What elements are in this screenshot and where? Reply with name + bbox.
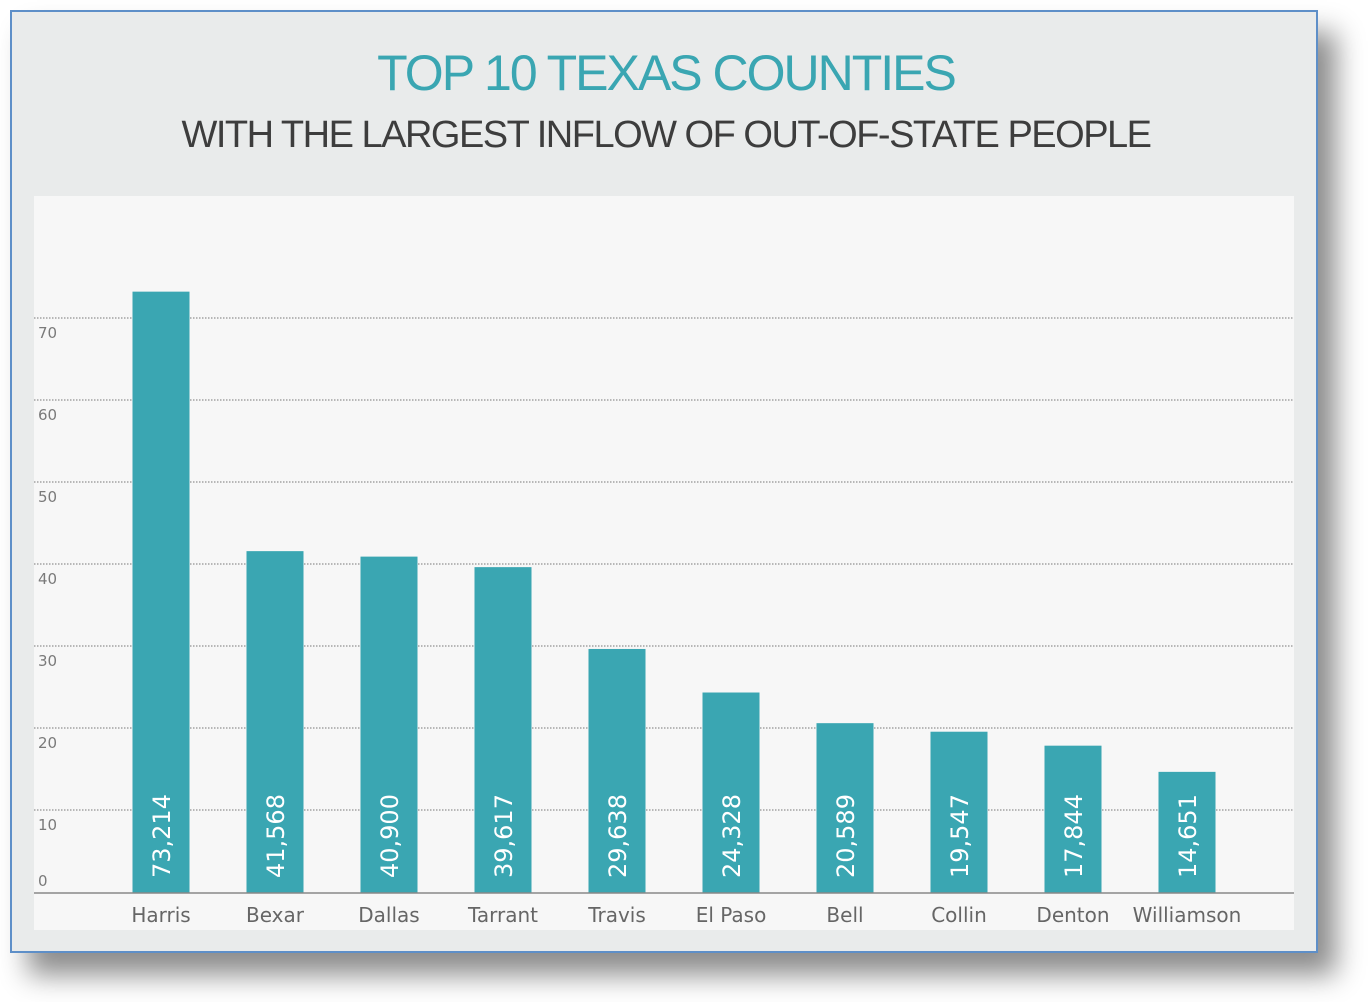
y-tick-label: 50 xyxy=(38,488,57,506)
bar-value-label: 14,651 xyxy=(1174,794,1202,878)
bar-bexar xyxy=(246,551,304,893)
x-tick-label: Bexar xyxy=(246,903,305,927)
plot-panel xyxy=(34,196,1294,930)
x-tick-label: Dallas xyxy=(358,903,419,927)
bar-dallas xyxy=(360,556,418,893)
chart-title: TOP 10 TEXAS COUNTIES xyxy=(377,45,957,101)
x-tick-label: Collin xyxy=(931,903,987,927)
x-tick-label: Tarrant xyxy=(467,903,538,927)
bar-bell xyxy=(816,723,874,893)
bar-value-label: 39,617 xyxy=(490,794,518,878)
y-tick-label: 40 xyxy=(38,570,57,588)
bar-value-label: 29,638 xyxy=(604,794,632,878)
bar-value-label: 41,568 xyxy=(262,794,290,878)
bar-denton xyxy=(1044,745,1102,893)
y-tick-label: 0 xyxy=(38,872,48,890)
y-tick-label: 60 xyxy=(38,406,57,424)
y-tick-label: 70 xyxy=(38,324,57,342)
bar-value-label: 40,900 xyxy=(376,794,404,878)
bar-value-label: 73,214 xyxy=(148,794,176,878)
bar-harris xyxy=(132,291,190,893)
y-tick-label: 20 xyxy=(38,734,57,752)
bar-value-label: 17,844 xyxy=(1060,794,1088,878)
x-tick-label: Denton xyxy=(1036,903,1109,927)
bar-value-label: 19,547 xyxy=(946,794,974,878)
bar-value-label: 24,328 xyxy=(718,794,746,878)
chart-subtitle: WITH THE LARGEST INFLOW OF OUT-OF-STATE … xyxy=(181,114,1152,156)
x-tick-label: Bell xyxy=(826,903,863,927)
y-tick-label: 30 xyxy=(38,652,57,670)
y-tick-label: 10 xyxy=(38,816,57,834)
bar-el-paso xyxy=(702,692,760,893)
bar-williamson xyxy=(1158,771,1216,893)
bar-collin xyxy=(930,731,988,893)
x-tick-label: Travis xyxy=(587,903,646,927)
x-tick-label: Harris xyxy=(131,903,190,927)
x-tick-label: Williamson xyxy=(1133,903,1242,927)
x-tick-label: El Paso xyxy=(696,903,767,927)
bar-value-label: 20,589 xyxy=(832,794,860,878)
bar-tarrant xyxy=(474,567,532,893)
bar-travis xyxy=(588,648,646,893)
